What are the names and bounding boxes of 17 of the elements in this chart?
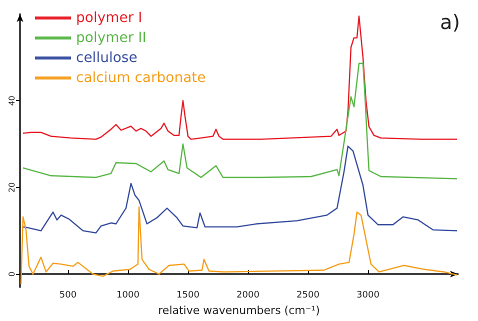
x-tick-label: 2500 [296, 290, 320, 301]
x-tick-label: 1000 [116, 290, 140, 301]
legend-label: polymer I [76, 10, 142, 26]
x-tick-label: 2000 [236, 290, 260, 301]
y-tick-label: 0 [8, 272, 16, 277]
annotation: a) [440, 10, 460, 34]
x-tick-label: 3000 [356, 290, 380, 301]
legend-label: polymer II [76, 30, 146, 46]
legend-label: calcium carbonate [76, 70, 206, 86]
y-tick-label: 20 [8, 182, 16, 192]
y-tick-label: 40 [8, 96, 16, 106]
line-series [22, 62, 458, 180]
line-series [22, 146, 458, 234]
x-tick-label: 500 [59, 290, 77, 301]
x-axis-title: relative wavenumbers (cm⁻¹) [158, 304, 320, 317]
x-tick-label: 1500 [176, 290, 200, 301]
legend-label: cellulose [76, 50, 138, 66]
